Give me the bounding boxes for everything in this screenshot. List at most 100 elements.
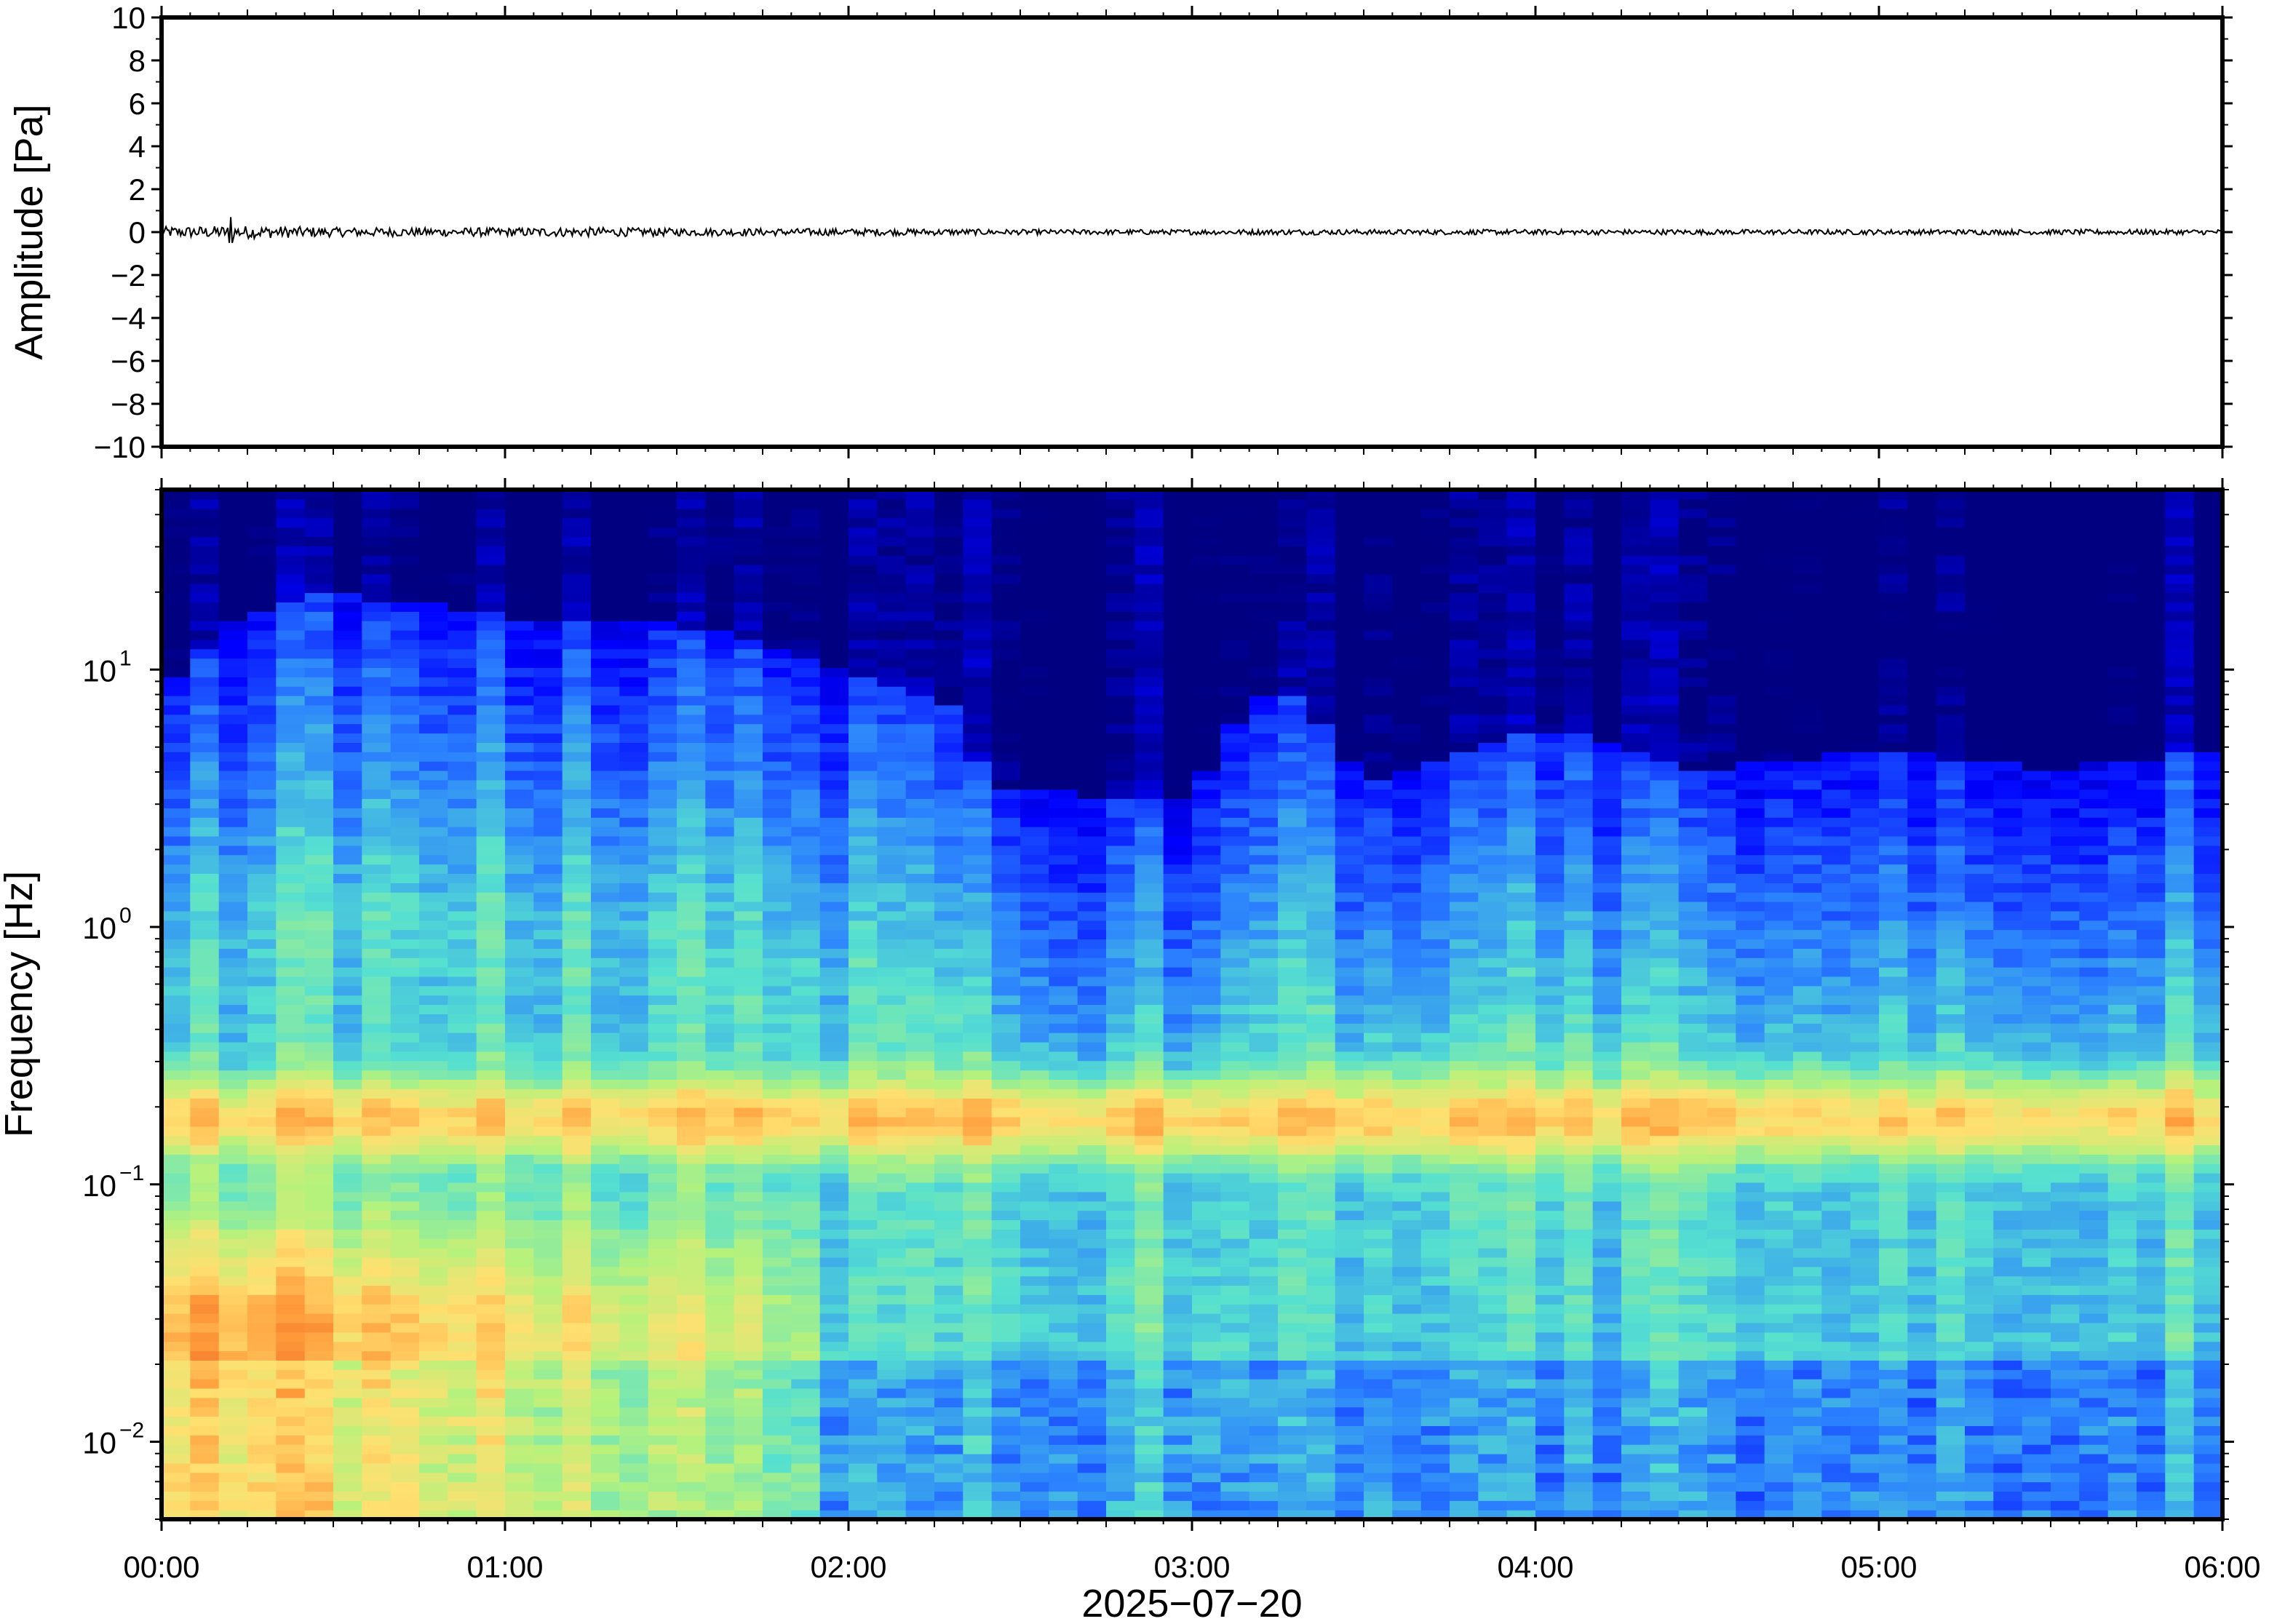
spectrogram-cell [905, 517, 935, 528]
spectrogram-cell [877, 1229, 907, 1239]
spectrogram-cell [877, 696, 907, 706]
amplitude-y-tick-label: −2 [111, 258, 146, 292]
spectrogram-cell [763, 1145, 792, 1155]
spectrogram-cell [705, 789, 735, 800]
spectrogram-cell [533, 1088, 563, 1099]
spectrogram-cell [218, 1098, 248, 1108]
spectrogram-cell [1192, 714, 1221, 725]
spectrogram-cell [304, 910, 334, 921]
spectrogram-cell [819, 948, 849, 958]
spectrogram-cell [1335, 910, 1364, 921]
spectrogram-cell [1106, 770, 1135, 781]
spectrogram-cell [505, 836, 534, 846]
spectrogram-cell [934, 827, 963, 837]
spectrogram-cell [333, 630, 362, 640]
spectrogram-cell [849, 639, 878, 650]
spectrogram-cell [991, 1154, 1021, 1164]
spectrogram-cell [963, 1135, 993, 1146]
spectrogram-cell [276, 1379, 306, 1389]
spectrogram-cell [849, 1135, 878, 1146]
spectrogram-cell [390, 752, 420, 762]
spectrogram-cell [448, 1154, 477, 1164]
spectrogram-cell [877, 1107, 907, 1118]
spectrogram-cell [276, 1481, 306, 1492]
spectrogram-cell [448, 677, 477, 687]
spectrogram-cell [619, 1397, 649, 1408]
spectrogram-cell [247, 1275, 277, 1286]
spectrogram-cell [905, 1079, 935, 1089]
spectrogram-cell [734, 1004, 763, 1014]
spectrogram-cell [1106, 1229, 1135, 1239]
spectrogram-cell [963, 976, 993, 987]
spectrogram-cell [1364, 854, 1393, 865]
spectrogram-cell [619, 1248, 649, 1258]
spectrogram-cell [849, 1042, 878, 1052]
spectrogram-cell [849, 1210, 878, 1220]
spectrogram-cell [1220, 864, 1250, 874]
spectrogram-cell [1220, 836, 1250, 846]
spectrogram-cell [877, 892, 907, 902]
spectrogram-cell [448, 1462, 477, 1473]
spectrogram-cell [448, 1060, 477, 1071]
spectrogram-cell [1278, 1472, 1307, 1483]
spectrogram-cell [763, 1481, 792, 1492]
spectrogram-cell [362, 1219, 392, 1230]
spectrogram-cell [304, 704, 334, 715]
spectrogram-cell [1364, 1238, 1393, 1249]
spectrogram-cell [1163, 817, 1193, 827]
spectrogram-cell [1192, 1369, 1221, 1380]
spectrogram-cell [448, 873, 477, 883]
spectrogram-cell [533, 1360, 563, 1370]
spectrogram-cell [991, 939, 1021, 949]
spectrogram-cell [562, 1154, 592, 1164]
spectrogram-cell [763, 1079, 792, 1089]
spectrogram-cell [1249, 976, 1279, 987]
spectrogram-cell [362, 1135, 392, 1146]
spectrogram-cell [819, 779, 849, 790]
spectrogram-cell [390, 1406, 420, 1417]
spectrogram-cell [1278, 564, 1307, 575]
spectrogram-cell [877, 883, 907, 893]
spectrogram-cell [1306, 892, 1336, 902]
spectrogram-cell [247, 667, 277, 677]
spectrogram-cell [791, 1210, 821, 1220]
spectrogram-cell [448, 667, 477, 677]
spectrogram-cell [1335, 939, 1364, 949]
spectrogram-cell [591, 1135, 620, 1146]
spectrogram-cell [877, 1491, 907, 1501]
spectrogram-cell [390, 779, 420, 790]
spectrogram-cell [819, 1388, 849, 1398]
spectrogram-cell [476, 527, 506, 537]
spectrogram-cell [1049, 995, 1078, 1006]
spectrogram-cell [162, 686, 191, 696]
spectrogram-cell [333, 1425, 362, 1436]
spectrogram-cell [1364, 892, 1393, 902]
spectrogram-cell [905, 621, 935, 631]
spectrogram-cell [1220, 1126, 1250, 1137]
spectrogram-cell [362, 901, 392, 912]
spectrogram-cell [734, 1126, 763, 1137]
spectrogram-cell [677, 1248, 706, 1258]
spectrogram-cell [934, 1491, 963, 1501]
spectrogram-cell [705, 1313, 735, 1324]
spectrogram-cell [362, 1004, 392, 1014]
spectrogram-cell [1249, 939, 1279, 949]
spectrogram-cell [533, 1107, 563, 1118]
spectrogram-cell [1192, 1145, 1221, 1155]
spectrogram-cell [1278, 508, 1307, 519]
spectrogram-cell [562, 1248, 592, 1258]
spectrogram-cell [905, 920, 935, 931]
spectrogram-cell [963, 704, 993, 715]
spectrogram-cell [390, 808, 420, 818]
spectrogram-cell [1020, 1435, 1049, 1445]
spectrogram-cell [705, 1201, 735, 1211]
spectrogram-cell [619, 490, 649, 500]
spectrogram-cell [849, 779, 878, 790]
spectrogram-cell [562, 752, 592, 762]
spectrogram-cell [276, 864, 306, 874]
spectrogram-cell [218, 892, 248, 902]
spectrogram-cell [390, 1051, 420, 1062]
spectrogram-cell [1163, 1266, 1193, 1277]
spectrogram-cell [648, 527, 677, 537]
spectrogram-cell [849, 1191, 878, 1202]
